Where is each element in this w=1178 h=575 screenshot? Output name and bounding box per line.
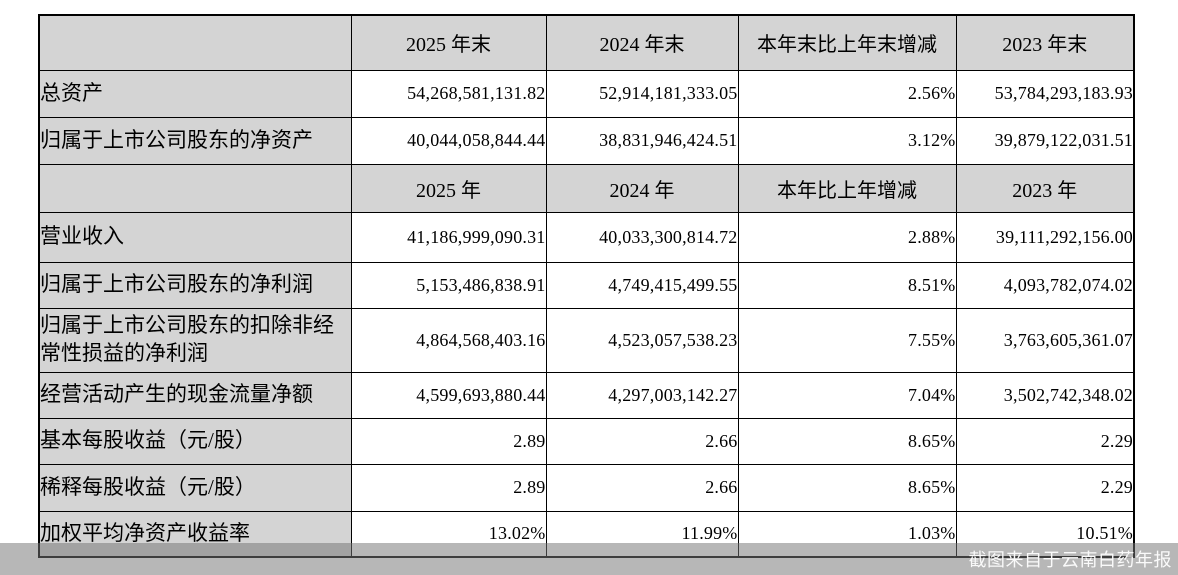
row-operating-cash-flow: 经营活动产生的现金流量净额 4,599,693,880.44 4,297,003… [38, 371, 1135, 419]
watermark-strip: 截图来自于云南白药年报 [0, 543, 1178, 575]
cell-value: 40,044,058,844.44 [350, 116, 547, 165]
cell-value: 3.12% [737, 116, 957, 165]
cell-value: 4,599,693,880.44 [350, 371, 547, 419]
cell-value: 2.88% [737, 211, 957, 263]
cell-value: 8.65% [737, 417, 957, 465]
row-total-assets: 总资产 54,268,581,131.82 52,914,181,333.05 … [38, 69, 1135, 118]
cell-value: 39,879,122,031.51 [955, 116, 1135, 165]
header-row-year-end: 2025 年末 2024 年末 本年末比上年末增减 2023 年末 [38, 14, 1135, 71]
row-label: 基本每股收益（元/股） [38, 417, 352, 465]
cell-value: 5,153,486,838.91 [350, 261, 547, 309]
col-header-2025-end: 2025 年末 [350, 14, 547, 71]
cell-value: 39,111,292,156.00 [955, 211, 1135, 263]
col-header-2024-end: 2024 年末 [545, 14, 739, 71]
cell-value: 8.51% [737, 261, 957, 309]
row-operating-revenue: 营业收入 41,186,999,090.31 40,033,300,814.72… [38, 211, 1135, 263]
col-header-2023: 2023 年 [955, 163, 1135, 213]
cell-value: 52,914,181,333.05 [545, 69, 739, 118]
cell-value: 3,502,742,348.02 [955, 371, 1135, 419]
col-header-yoy-end-change: 本年末比上年末增减 [737, 14, 957, 71]
cell-value: 4,749,415,499.55 [545, 261, 739, 309]
row-label: 归属于上市公司股东的扣除非经常性损益的净利润 [38, 307, 352, 373]
col-header-2023-end: 2023 年末 [955, 14, 1135, 71]
cell-value: 53,784,293,183.93 [955, 69, 1135, 118]
corner-cell [38, 14, 352, 71]
cell-value: 41,186,999,090.31 [350, 211, 547, 263]
col-header-2024: 2024 年 [545, 163, 739, 213]
cell-value: 4,864,568,403.16 [350, 307, 547, 373]
row-diluted-eps: 稀释每股收益（元/股） 2.89 2.66 8.65% 2.29 [38, 463, 1135, 512]
header-row-year: 2025 年 2024 年 本年比上年增减 2023 年 [38, 163, 1135, 213]
row-net-assets-attributable: 归属于上市公司股东的净资产 40,044,058,844.44 38,831,9… [38, 116, 1135, 165]
row-label: 归属于上市公司股东的净利润 [38, 261, 352, 309]
cell-value: 2.29 [955, 463, 1135, 512]
cell-value: 2.66 [545, 463, 739, 512]
cell-value: 2.56% [737, 69, 957, 118]
col-header-2025: 2025 年 [350, 163, 547, 213]
col-header-yoy-change: 本年比上年增减 [737, 163, 957, 213]
watermark-text: 截图来自于云南白药年报 [968, 550, 1172, 570]
cell-value: 54,268,581,131.82 [350, 69, 547, 118]
cell-value: 2.29 [955, 417, 1135, 465]
cell-value: 3,763,605,361.07 [955, 307, 1135, 373]
financial-summary-table: 2025 年末 2024 年末 本年末比上年末增减 2023 年末 总资产 54… [38, 14, 1135, 558]
cell-value: 2.89 [350, 463, 547, 512]
cell-value: 4,093,782,074.02 [955, 261, 1135, 309]
cell-value: 2.89 [350, 417, 547, 465]
row-basic-eps: 基本每股收益（元/股） 2.89 2.66 8.65% 2.29 [38, 417, 1135, 465]
cell-value: 8.65% [737, 463, 957, 512]
corner-cell [38, 163, 352, 213]
row-net-profit-excl-nonrecurring: 归属于上市公司股东的扣除非经常性损益的净利润 4,864,568,403.16 … [38, 307, 1135, 373]
row-label: 稀释每股收益（元/股） [38, 463, 352, 512]
cell-value: 4,523,057,538.23 [545, 307, 739, 373]
row-label: 总资产 [38, 69, 352, 118]
cell-value: 7.04% [737, 371, 957, 419]
row-label: 归属于上市公司股东的净资产 [38, 116, 352, 165]
cell-value: 7.55% [737, 307, 957, 373]
cell-value: 40,033,300,814.72 [545, 211, 739, 263]
row-label: 经营活动产生的现金流量净额 [38, 371, 352, 419]
cell-value: 38,831,946,424.51 [545, 116, 739, 165]
cell-value: 2.66 [545, 417, 739, 465]
row-net-profit-attributable: 归属于上市公司股东的净利润 5,153,486,838.91 4,749,415… [38, 261, 1135, 309]
row-label: 营业收入 [38, 211, 352, 263]
cell-value: 4,297,003,142.27 [545, 371, 739, 419]
